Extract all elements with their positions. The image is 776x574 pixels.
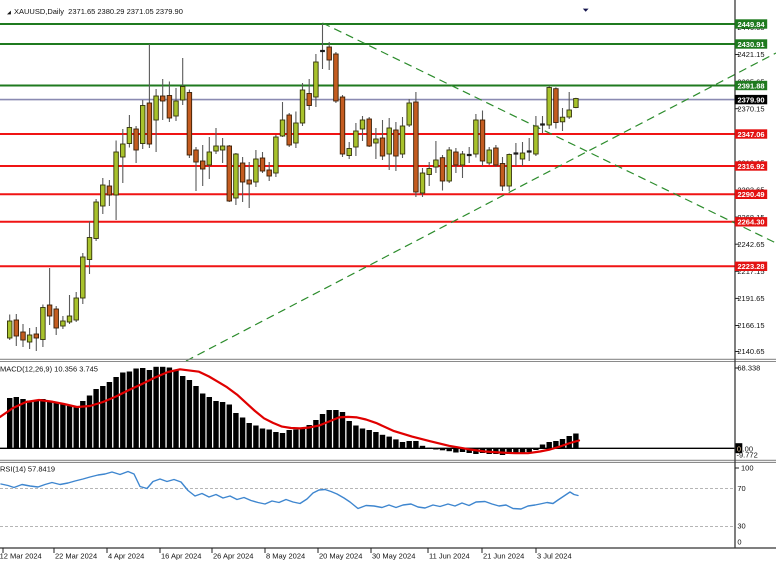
- svg-text:2242.65: 2242.65: [737, 240, 764, 249]
- svg-text:70: 70: [737, 484, 745, 493]
- svg-text:-9.772: -9.772: [737, 451, 758, 460]
- svg-text:2347.06: 2347.06: [737, 130, 764, 139]
- svg-text:2191.65: 2191.65: [737, 294, 764, 303]
- svg-text:2140.65: 2140.65: [737, 347, 764, 356]
- svg-text:3 Jul 2024: 3 Jul 2024: [537, 552, 572, 561]
- svg-text:68.338: 68.338: [737, 364, 760, 373]
- svg-text:30: 30: [737, 522, 745, 531]
- svg-text:2290.49: 2290.49: [737, 190, 764, 199]
- svg-text:12 Mar 2024: 12 Mar 2024: [0, 552, 42, 561]
- svg-text:4 Apr 2024: 4 Apr 2024: [108, 552, 144, 561]
- svg-text:2223.28: 2223.28: [737, 262, 764, 271]
- svg-text:RSI(14) 57.8419: RSI(14) 57.8419: [0, 464, 55, 473]
- svg-text:2430.91: 2430.91: [737, 40, 764, 49]
- svg-text:16 Apr 2024: 16 Apr 2024: [161, 552, 201, 561]
- svg-text:2421.15: 2421.15: [737, 50, 764, 59]
- svg-text:20 May 2024: 20 May 2024: [319, 552, 362, 561]
- svg-text:2370.15: 2370.15: [737, 104, 764, 113]
- svg-text:26 Apr 2024: 26 Apr 2024: [213, 552, 253, 561]
- svg-text:30 May 2024: 30 May 2024: [372, 552, 415, 561]
- svg-text:0: 0: [737, 538, 741, 547]
- svg-text:100: 100: [741, 464, 754, 473]
- svg-text:MACD(12,26,9) 10.356 3.745: MACD(12,26,9) 10.356 3.745: [0, 364, 98, 373]
- svg-text:XAUUSD,Daily 2371.65 2380.29: XAUUSD,Daily 2371.65 2380.29 2371.05 237…: [14, 7, 183, 16]
- svg-text:8 May 2024: 8 May 2024: [266, 552, 305, 561]
- svg-text:2449.84: 2449.84: [737, 20, 765, 29]
- svg-text:11 Jun 2024: 11 Jun 2024: [429, 552, 470, 561]
- svg-text:21 Jun 2024: 21 Jun 2024: [483, 552, 524, 561]
- svg-text:2379.90: 2379.90: [737, 95, 764, 104]
- svg-text:2391.88: 2391.88: [737, 81, 764, 90]
- svg-text:2166.15: 2166.15: [737, 321, 764, 330]
- svg-text:22 Mar 2024: 22 Mar 2024: [55, 552, 97, 561]
- svg-text:2316.92: 2316.92: [737, 162, 764, 171]
- svg-text:2264.30: 2264.30: [737, 218, 764, 227]
